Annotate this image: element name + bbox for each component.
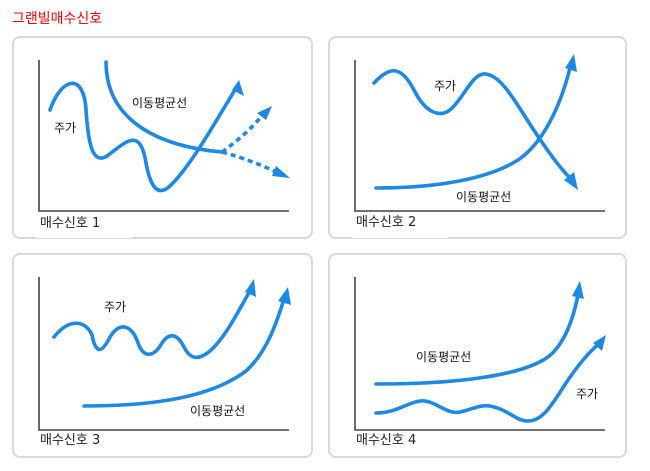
moving-average-line xyxy=(374,66,572,190)
buy-signal-2-diagram: 주가 이동평균선 매수신호 2 xyxy=(352,54,605,238)
ma-arrowhead xyxy=(572,281,584,299)
buy-signal-4-panel: 이동평균선 주가 매수신호 4 xyxy=(328,253,627,458)
price-label: 주가 xyxy=(576,387,598,401)
signal-caption: 매수신호 3 xyxy=(40,433,100,448)
buy-signal-3-panel: 주가 이동평균선 매수신호 3 xyxy=(12,253,313,458)
moving-average-line xyxy=(374,293,580,386)
axes xyxy=(38,277,289,431)
price-label: 주가 xyxy=(104,300,126,314)
buy-signal-4-diagram: 이동평균선 주가 매수신호 4 xyxy=(352,277,606,456)
moving-average-line xyxy=(82,297,286,408)
moving-average-label: 이동평균선 xyxy=(190,404,245,418)
ma-arrowhead xyxy=(565,54,577,72)
signal-caption: 매수신호 4 xyxy=(356,433,416,448)
price-line xyxy=(52,289,252,360)
buy-signal-1-panel: 주가 이동평균선 매수신호 1 xyxy=(12,36,313,239)
moving-average-label: 이동평균선 xyxy=(132,96,187,110)
moving-average-up-branch xyxy=(220,116,262,154)
moving-average-label: 이동평균선 xyxy=(456,190,511,204)
ma-arrowhead xyxy=(278,287,291,305)
price-arrowhead xyxy=(232,80,244,96)
page-title: 그랜빌매수신호 xyxy=(12,11,103,27)
buy-signal-3-diagram: 주가 이동평균선 매수신호 3 xyxy=(36,277,291,456)
axes xyxy=(354,277,605,431)
ma-up-arrowhead xyxy=(257,106,272,120)
moving-average-line xyxy=(104,60,224,154)
signal-caption: 매수신호 1 xyxy=(40,216,100,231)
caption-background xyxy=(36,214,132,238)
price-line xyxy=(48,81,238,193)
buy-signal-2-panel: 주가 이동평균선 매수신호 2 xyxy=(328,36,627,239)
caption-background xyxy=(36,432,132,456)
caption-background xyxy=(352,214,448,238)
price-line xyxy=(372,68,572,180)
axes xyxy=(354,60,605,212)
price-line xyxy=(374,341,602,423)
price-label: 주가 xyxy=(434,79,456,93)
moving-average-down-branch xyxy=(221,150,277,174)
price-arrowhead xyxy=(593,335,606,351)
moving-average-label: 이동평균선 xyxy=(416,350,471,364)
signal-caption: 매수신호 2 xyxy=(356,215,416,230)
price-arrowhead xyxy=(245,279,256,297)
caption-background xyxy=(352,432,448,456)
price-arrowhead xyxy=(564,172,578,190)
price-label: 주가 xyxy=(54,121,76,135)
buy-signal-1-diagram: 주가 이동평균선 매수신호 1 xyxy=(36,60,290,238)
axes xyxy=(38,60,289,212)
ma-down-arrowhead xyxy=(272,166,290,178)
